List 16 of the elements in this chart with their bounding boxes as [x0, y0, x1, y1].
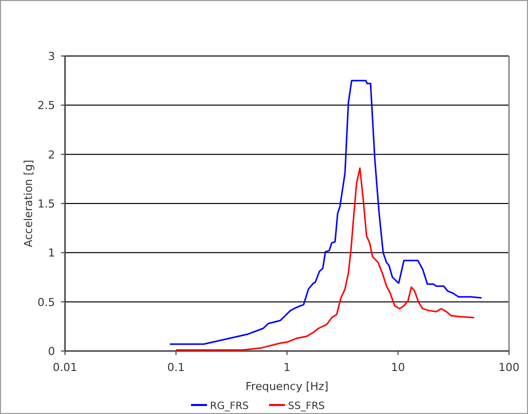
y-axis-title: Acceleration [g] — [22, 160, 35, 248]
legend-label: SS_FRS — [288, 401, 325, 412]
y-tick-label: 1 — [48, 246, 55, 260]
y-tick-label: 3 — [48, 50, 55, 63]
y-tick-label: 1.5 — [38, 198, 55, 210]
legend-label: RG_FRS — [210, 401, 249, 412]
x-tick-label: 0.01 — [52, 361, 78, 374]
y-tick-label: 0.5 — [38, 296, 55, 309]
x-tick-label: 1 — [284, 361, 290, 374]
y-tick-label: 2 — [48, 148, 55, 162]
x-tick-label: 0.1 — [167, 361, 185, 374]
y-tick-label: 0 — [48, 345, 55, 358]
x-tick-label: 10 — [391, 361, 405, 374]
y-tick-label: 2.5 — [38, 99, 55, 112]
x-tick-label: 100 — [498, 361, 520, 374]
x-axis-title: Frequency [Hz] — [246, 380, 328, 393]
